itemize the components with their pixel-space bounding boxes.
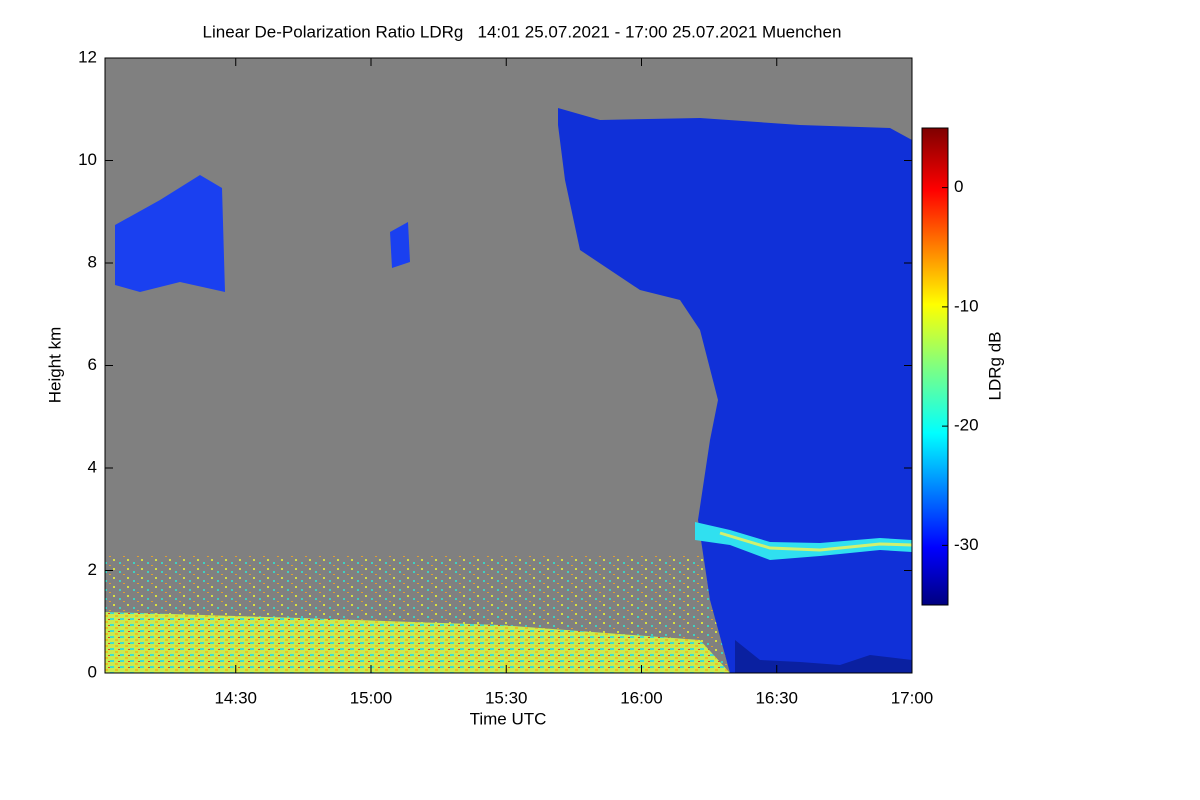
colorbar-label: LDRg dB	[985, 332, 1004, 401]
y-tick-label: 10	[78, 150, 97, 169]
cloud	[558, 108, 912, 673]
y-tick-label: 8	[88, 252, 97, 271]
melting-layer	[719, 531, 913, 552]
y-tick-label: 2	[88, 560, 97, 579]
plot-area	[104, 57, 913, 674]
cloud	[390, 222, 410, 268]
y-tick-label: 4	[88, 457, 97, 476]
y-tick-label: 6	[88, 355, 97, 374]
x-tick-label: 15:00	[350, 688, 393, 707]
cloud	[735, 640, 912, 673]
colorbar-tick-label: 0	[954, 177, 963, 196]
x-tick-label: 14:30	[214, 688, 257, 707]
x-tick-label: 16:00	[620, 688, 663, 707]
x-tick-label: 17:00	[891, 688, 934, 707]
y-axis-label: Height km	[45, 327, 64, 404]
colorbar-tick-label: -20	[954, 416, 979, 435]
x-tick-label: 15:30	[485, 688, 528, 707]
y-tick-label: 0	[88, 662, 97, 681]
noise-layer	[105, 612, 730, 673]
melting-layer	[695, 522, 912, 560]
cloud	[115, 175, 225, 292]
chart-title: Linear De-Polarization Ratio LDRg 14:01 …	[203, 22, 842, 41]
colorbar-tick-label: -30	[954, 535, 979, 554]
x-axis-label: Time UTC	[470, 709, 547, 728]
colorbar-tick-label: -10	[954, 296, 979, 315]
x-tick-label: 16:30	[755, 688, 798, 707]
colorbar	[921, 127, 949, 606]
y-tick-label: 12	[78, 47, 97, 66]
